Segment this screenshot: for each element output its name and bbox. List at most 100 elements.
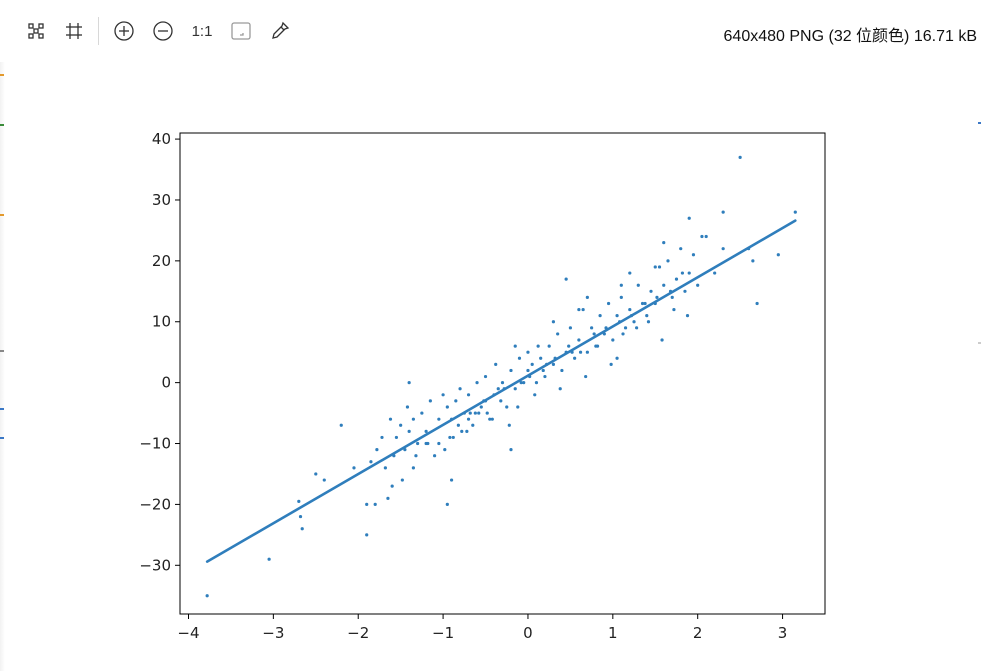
data-point xyxy=(713,271,717,275)
data-point xyxy=(573,356,577,360)
data-point xyxy=(534,381,539,385)
data-point xyxy=(672,307,676,312)
data-point xyxy=(375,448,379,452)
data-point xyxy=(632,320,636,324)
data-point xyxy=(522,381,526,385)
fit-window-icon[interactable] xyxy=(22,16,50,46)
data-point xyxy=(755,301,759,306)
x-tick-label: 3 xyxy=(778,624,788,642)
data-point xyxy=(683,289,687,293)
toolbar-divider xyxy=(98,17,99,45)
left-edge-mark xyxy=(0,124,4,126)
data-point xyxy=(598,314,602,318)
data-point xyxy=(411,417,415,421)
data-point xyxy=(388,417,393,421)
x-tick-label: 0 xyxy=(523,624,533,642)
data-point xyxy=(460,429,464,433)
data-point xyxy=(533,393,537,397)
y-tick-label: −30 xyxy=(139,556,171,574)
data-point xyxy=(568,326,572,330)
data-point xyxy=(426,441,430,446)
data-point xyxy=(473,411,477,415)
data-point xyxy=(567,344,571,348)
data-point xyxy=(662,240,666,245)
data-point xyxy=(424,429,428,433)
data-point xyxy=(466,393,471,397)
data-point xyxy=(399,423,403,427)
crop-icon[interactable] xyxy=(60,16,88,46)
data-point xyxy=(680,271,685,275)
data-point xyxy=(297,499,301,503)
data-point xyxy=(670,295,674,299)
data-point xyxy=(451,435,455,440)
data-point xyxy=(700,234,704,239)
y-tick-label: 40 xyxy=(152,130,171,148)
data-point xyxy=(383,466,387,470)
data-point xyxy=(414,454,418,458)
data-point xyxy=(646,320,651,324)
regression-line xyxy=(205,219,797,563)
data-point xyxy=(509,448,513,452)
data-point xyxy=(577,307,581,312)
left-edge-mark xyxy=(0,437,4,439)
data-point xyxy=(543,374,547,379)
data-point xyxy=(477,411,481,415)
actual-size-label: 1:1 xyxy=(191,22,213,40)
data-point xyxy=(488,417,492,421)
data-point xyxy=(507,423,511,427)
left-edge-mark xyxy=(0,408,4,410)
data-point xyxy=(509,368,513,373)
data-point xyxy=(619,295,623,299)
data-point xyxy=(339,423,343,427)
data-point xyxy=(456,423,460,427)
data-point xyxy=(471,423,475,427)
data-point xyxy=(411,466,415,470)
data-point xyxy=(556,332,560,336)
data-point xyxy=(443,448,447,452)
data-point xyxy=(611,338,615,342)
data-point xyxy=(721,210,725,214)
toolbar: 1:1 640x480 PNG (32 位颜色) 16.71 kB xyxy=(0,0,981,62)
data-point xyxy=(441,393,445,397)
left-edge-mark xyxy=(0,350,4,352)
data-point xyxy=(666,259,670,263)
data-point xyxy=(475,381,479,385)
data-point xyxy=(465,429,469,433)
data-point xyxy=(407,429,411,433)
data-point xyxy=(485,411,489,415)
data-point xyxy=(380,435,384,440)
data-point xyxy=(628,271,632,275)
data-point xyxy=(655,295,659,299)
image-info-label: 640x480 PNG (32 位颜色) 16.71 kB xyxy=(723,28,977,45)
data-point xyxy=(314,472,318,476)
data-point xyxy=(449,478,454,482)
x-tick-label: −4 xyxy=(177,624,199,642)
data-point xyxy=(628,307,632,312)
plot-frame xyxy=(179,132,826,615)
data-point xyxy=(420,411,424,415)
data-point xyxy=(539,356,543,360)
data-point xyxy=(445,405,449,409)
y-tick-label: 10 xyxy=(152,313,171,331)
data-point xyxy=(560,368,564,373)
data-point xyxy=(205,594,209,598)
data-point xyxy=(407,381,411,385)
data-point xyxy=(536,344,540,348)
data-point xyxy=(394,435,399,440)
y-tick-label: 30 xyxy=(152,191,171,209)
zoom-in-icon[interactable] xyxy=(110,16,138,46)
fullscreen-icon[interactable] xyxy=(227,16,255,46)
actual-size-button[interactable]: 1:1 xyxy=(188,16,216,46)
data-point xyxy=(468,411,472,415)
data-point xyxy=(551,362,556,366)
data-point xyxy=(581,307,585,312)
data-point xyxy=(645,314,649,318)
color-picker-icon[interactable] xyxy=(266,16,294,46)
y-tick-label: −10 xyxy=(139,435,171,453)
zoom-out-icon[interactable] xyxy=(149,16,177,46)
data-point xyxy=(649,289,653,293)
data-point xyxy=(674,277,679,281)
data-point xyxy=(634,326,639,330)
data-point xyxy=(530,362,534,366)
